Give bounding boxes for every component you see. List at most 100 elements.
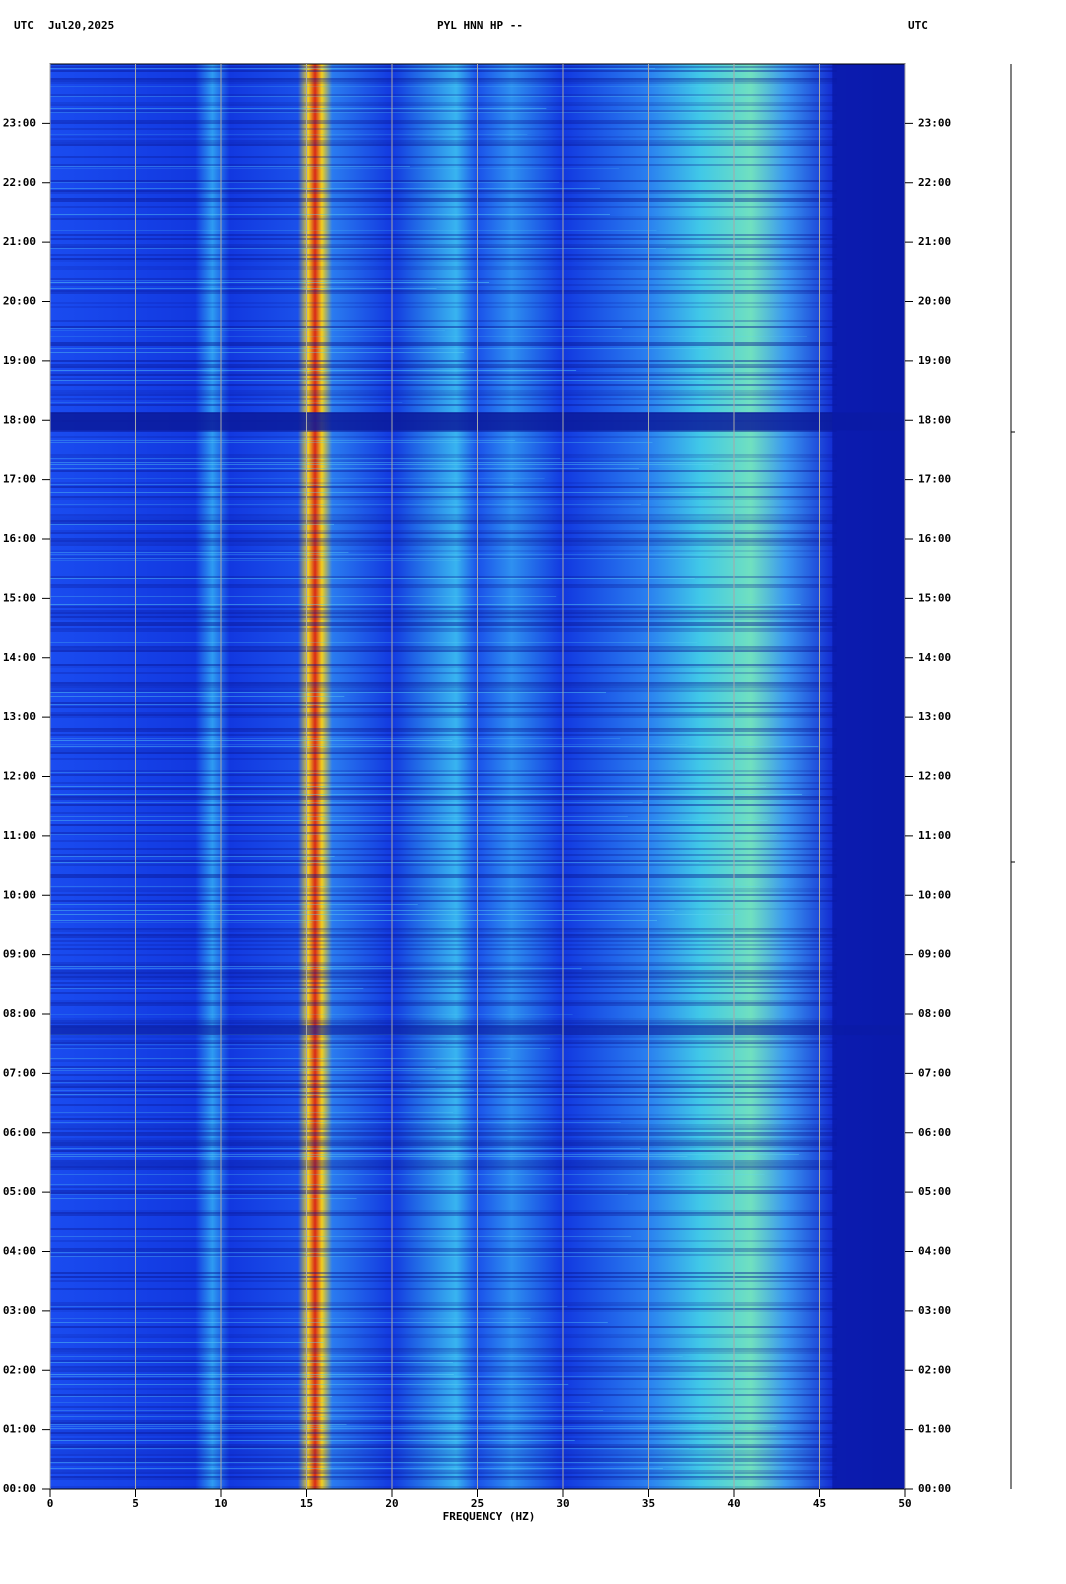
streak [50, 578, 695, 579]
streak [50, 514, 837, 516]
y-tick-label: 19:00 [3, 354, 36, 367]
streak [50, 758, 837, 760]
streak [50, 120, 837, 122]
streak [50, 268, 837, 270]
streak [50, 238, 837, 240]
streak [50, 1276, 837, 1278]
y-tick-label: 20:00 [918, 295, 951, 308]
streak [50, 900, 837, 902]
streak [50, 78, 837, 80]
streak [50, 832, 837, 834]
streak [50, 254, 837, 256]
streak [50, 1388, 837, 1390]
streak [50, 402, 403, 403]
streak [50, 642, 698, 643]
streak [50, 1066, 837, 1068]
streak [50, 1460, 837, 1462]
streak [50, 854, 837, 856]
streak [50, 692, 607, 693]
x-tick-label: 0 [47, 1497, 54, 1510]
streak [50, 200, 837, 202]
streak [50, 1138, 837, 1140]
streak [50, 1432, 837, 1434]
streak [50, 1280, 837, 1282]
streak [50, 1214, 837, 1216]
y-tick-label: 22:00 [3, 176, 36, 189]
streak [50, 876, 837, 878]
x-axis-label: FREQUENCY (HZ) [443, 1510, 536, 1523]
streak [50, 1194, 628, 1195]
streak [50, 734, 837, 736]
y-tick-label: 14:00 [918, 651, 951, 664]
streak [50, 1254, 837, 1256]
streak [50, 330, 446, 331]
streak [50, 1334, 837, 1336]
streak [50, 824, 837, 826]
streak [50, 1304, 837, 1306]
streak [50, 520, 837, 522]
streak [50, 504, 641, 505]
streak [50, 430, 837, 432]
y-tick-label: 13:00 [918, 710, 951, 723]
streak [50, 862, 700, 863]
streak [50, 586, 837, 588]
streak [50, 398, 837, 400]
streak [50, 166, 410, 167]
streak [50, 928, 837, 930]
streak [50, 1440, 575, 1441]
streak [50, 518, 837, 520]
streak [50, 904, 418, 905]
y-tick-label: 22:00 [918, 176, 951, 189]
streak [50, 1164, 837, 1166]
streak [50, 292, 837, 294]
streak [50, 246, 837, 248]
streak [50, 1288, 837, 1290]
streak [50, 1402, 591, 1403]
streak [50, 306, 837, 308]
streak [50, 1450, 837, 1452]
streak [50, 218, 837, 220]
y-tick-label: 19:00 [918, 354, 951, 367]
streak [50, 1122, 621, 1123]
streak [50, 134, 528, 135]
right-header: UTC [908, 19, 928, 32]
streak [50, 974, 837, 976]
streak [50, 954, 837, 956]
streak [50, 144, 837, 146]
streak [50, 104, 837, 106]
streak [50, 1068, 436, 1069]
streak [50, 96, 754, 97]
streak [50, 788, 837, 790]
streak [50, 802, 643, 803]
streak [50, 1198, 357, 1199]
streak [50, 404, 837, 406]
streak [50, 364, 837, 366]
streak [50, 1140, 837, 1142]
streak [50, 646, 837, 648]
streak [50, 1394, 837, 1396]
streak [50, 576, 837, 578]
streak [50, 986, 837, 988]
streak [50, 1166, 837, 1168]
streak [50, 66, 837, 68]
streak [50, 948, 837, 950]
streak [50, 442, 653, 443]
streak [50, 1336, 837, 1338]
streak [50, 696, 345, 697]
streak [50, 258, 837, 260]
streak [50, 456, 837, 458]
streak [50, 188, 601, 189]
streak [50, 1306, 568, 1307]
streak [50, 962, 837, 964]
x-tick-label: 15 [300, 1497, 313, 1510]
streak [50, 914, 739, 915]
streak [50, 192, 837, 194]
streak [50, 744, 688, 745]
streak [50, 1148, 641, 1149]
streak [50, 860, 837, 862]
y-tick-label: 12:00 [3, 770, 36, 783]
streak [50, 1134, 837, 1136]
streak [50, 688, 837, 690]
streak [50, 522, 837, 524]
streak [50, 714, 837, 716]
